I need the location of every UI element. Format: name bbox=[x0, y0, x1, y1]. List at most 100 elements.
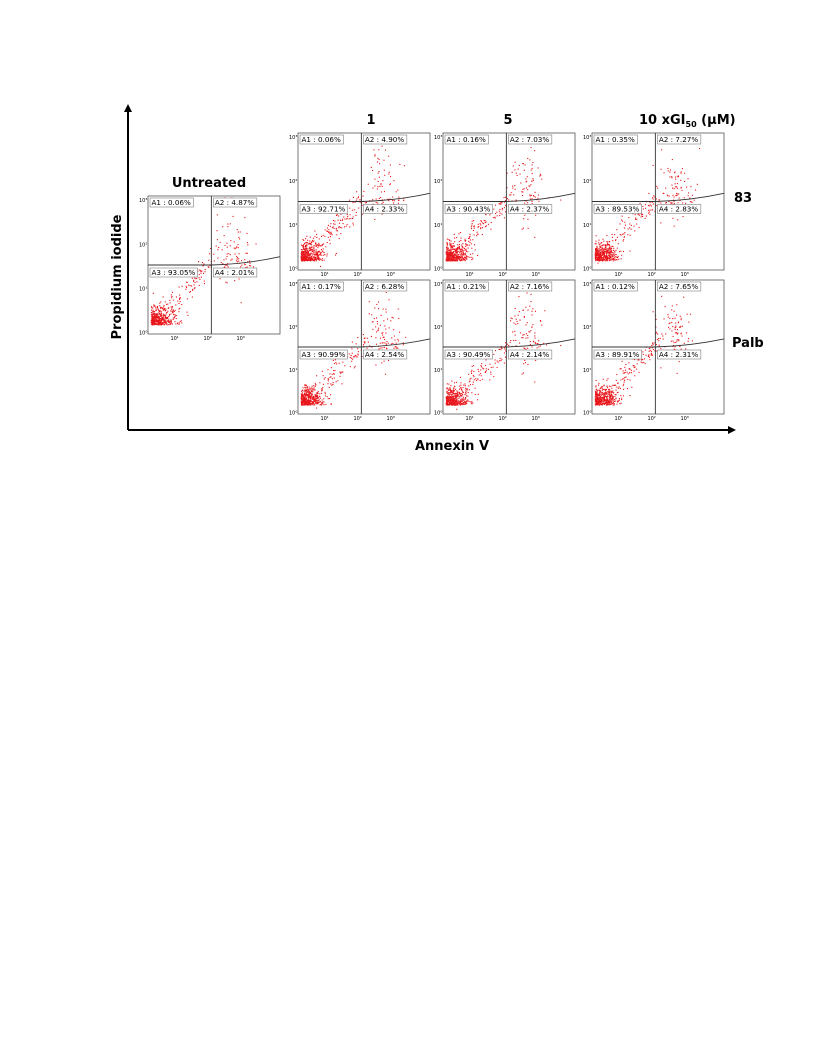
scatter-point bbox=[169, 323, 171, 325]
scatter-point bbox=[314, 236, 316, 238]
scatter-point bbox=[198, 284, 200, 286]
scatter-point bbox=[678, 339, 680, 341]
scatter-point bbox=[372, 321, 374, 323]
scatter-point bbox=[313, 246, 315, 248]
scatter-point bbox=[454, 382, 456, 384]
quadrant-label-box bbox=[363, 134, 408, 145]
scatter-point bbox=[538, 340, 540, 342]
quadrant-label-box bbox=[593, 349, 642, 360]
scatter-point bbox=[255, 243, 257, 245]
scatter-point bbox=[599, 402, 601, 404]
scatter-point bbox=[324, 391, 326, 393]
x-tick-label: 10¹ bbox=[320, 416, 328, 422]
scatter-point bbox=[309, 403, 311, 405]
scatter-point bbox=[161, 306, 163, 308]
scatter-point bbox=[175, 323, 177, 325]
scatter-point bbox=[308, 259, 310, 261]
scatter-point bbox=[301, 402, 303, 404]
scatter-point bbox=[471, 401, 473, 403]
scatter-panel: A1 : 0.06% A2 : 4.90%A3 : 92.71% A4 : 2.33… bbox=[289, 132, 431, 278]
scatter-point bbox=[374, 155, 376, 157]
scatter-point bbox=[656, 185, 658, 187]
scatter-point bbox=[649, 201, 651, 203]
scatter-point bbox=[153, 321, 155, 323]
scatter-point bbox=[462, 251, 464, 253]
scatter-point bbox=[377, 329, 379, 331]
scatter-point bbox=[309, 258, 311, 260]
scatter-point bbox=[615, 384, 617, 386]
y-tick-label: 10¹ bbox=[434, 223, 442, 229]
scatter-point bbox=[171, 323, 173, 325]
scatter-point bbox=[162, 317, 164, 319]
scatter-point bbox=[309, 255, 311, 257]
scatter-point bbox=[598, 395, 600, 397]
scatter-point bbox=[330, 403, 332, 405]
scatter-point bbox=[163, 320, 165, 322]
scatter-panel: A1 : 0.16% A2 : 7.03%A3 : 90.43% A4 : 2.37… bbox=[434, 132, 576, 278]
scatter-point bbox=[595, 249, 597, 251]
scatter-point bbox=[468, 385, 470, 387]
scatter-point bbox=[596, 250, 598, 252]
scatter-point bbox=[454, 396, 456, 398]
scatter-point bbox=[170, 319, 172, 321]
scatter-point bbox=[305, 400, 307, 402]
scatter-point bbox=[652, 344, 654, 346]
scatter-point bbox=[645, 215, 647, 217]
scatter-point bbox=[302, 245, 304, 247]
scatter-point bbox=[196, 277, 198, 279]
scatter-point bbox=[539, 173, 541, 175]
scatter-point bbox=[327, 369, 329, 371]
scatter-point bbox=[309, 250, 311, 252]
scatter-point bbox=[301, 253, 303, 255]
scatter-point bbox=[329, 236, 331, 238]
scatter-point bbox=[465, 400, 467, 402]
scatter-point bbox=[300, 252, 302, 254]
scatter-point bbox=[313, 400, 315, 402]
scatter-point bbox=[346, 224, 348, 226]
scatter-point bbox=[610, 394, 612, 396]
scatter-point bbox=[665, 333, 667, 335]
scatter-point bbox=[648, 348, 650, 350]
scatter-point bbox=[598, 402, 600, 404]
scatter-point bbox=[455, 253, 457, 255]
scatter-point bbox=[208, 266, 210, 268]
scatter-point bbox=[453, 398, 455, 400]
scatter-point bbox=[451, 253, 453, 255]
scatter-point bbox=[355, 355, 357, 357]
scatter-point bbox=[309, 400, 311, 402]
scatter-point bbox=[172, 312, 174, 314]
scatter-point bbox=[309, 249, 311, 251]
scatter-point bbox=[480, 366, 482, 368]
scatter-point bbox=[673, 201, 675, 203]
scatter-point bbox=[669, 169, 671, 171]
scatter-point bbox=[532, 308, 534, 310]
scatter-point bbox=[316, 392, 318, 394]
scatter-point bbox=[250, 265, 252, 267]
scatter-point bbox=[316, 401, 318, 403]
y-tick-label: 10² bbox=[434, 179, 442, 185]
scatter-point bbox=[477, 399, 479, 401]
scatter-point bbox=[239, 231, 241, 233]
scatter-point bbox=[313, 259, 315, 261]
scatter-point bbox=[605, 246, 607, 248]
scatter-point bbox=[332, 220, 334, 222]
scatter-point bbox=[302, 245, 304, 247]
scatter-point bbox=[308, 401, 310, 403]
quadrant-label-box bbox=[213, 197, 258, 208]
scatter-point bbox=[489, 379, 491, 381]
scatter-point bbox=[457, 256, 459, 258]
scatter-point bbox=[448, 396, 450, 398]
scatter-point bbox=[447, 254, 449, 256]
scatter-point bbox=[595, 402, 597, 404]
scatter-point bbox=[462, 402, 464, 404]
scatter-point bbox=[316, 394, 318, 396]
scatter-point bbox=[615, 394, 617, 396]
scatter-point bbox=[675, 195, 677, 197]
scatter-point bbox=[533, 341, 535, 343]
scatter-point bbox=[462, 394, 464, 396]
scatter-point bbox=[450, 255, 452, 257]
scatter-point bbox=[307, 255, 309, 257]
scatter-point bbox=[152, 307, 154, 309]
scatter-point bbox=[150, 322, 152, 324]
scatter-point bbox=[601, 259, 603, 261]
